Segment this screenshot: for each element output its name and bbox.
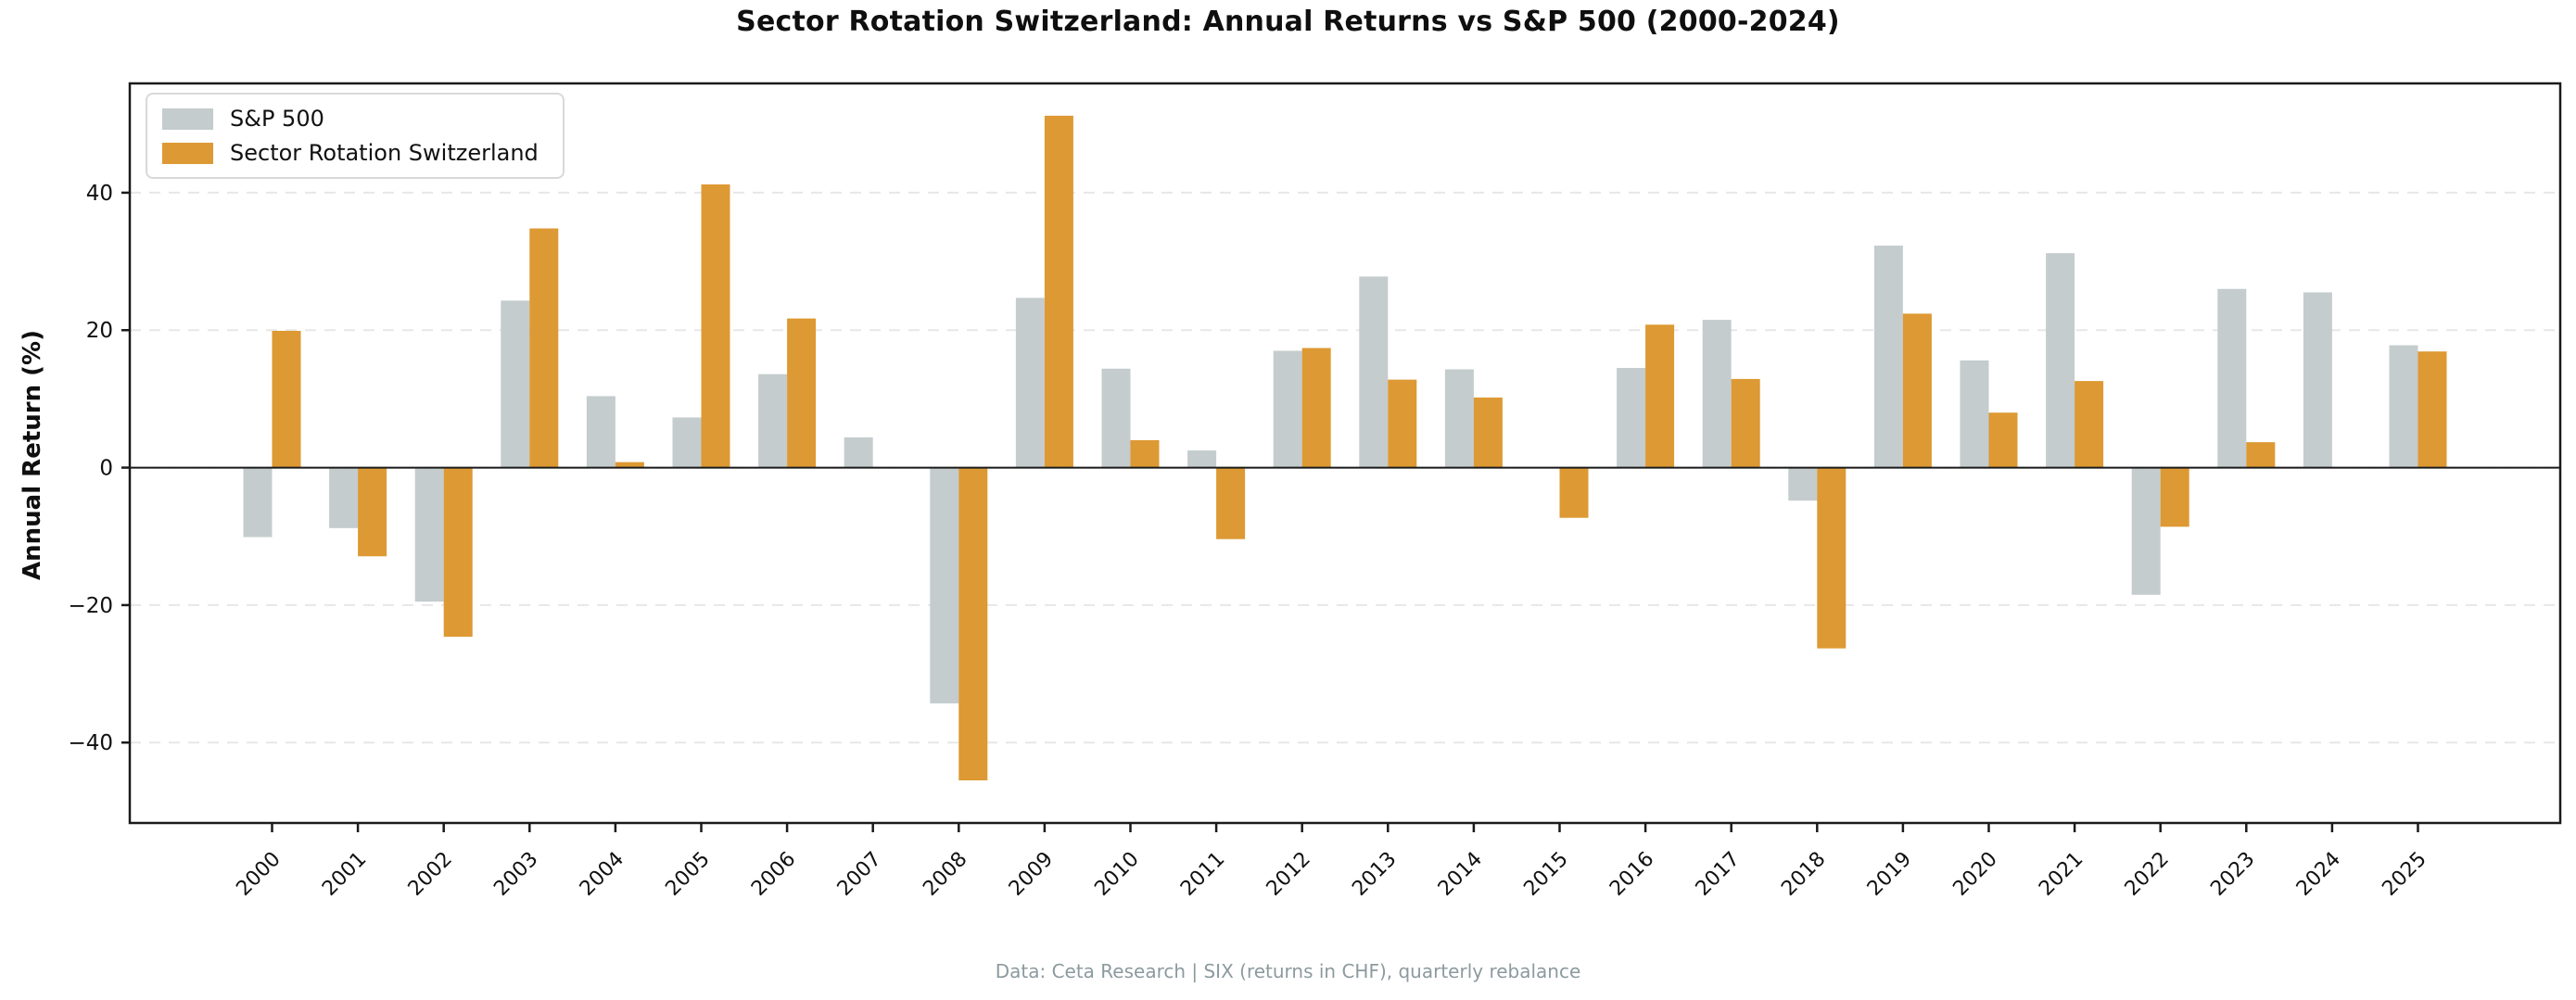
bar-sector-rotation-2020 xyxy=(1988,412,2018,468)
bar-sp500-2010 xyxy=(1101,368,1131,468)
legend: S&P 500 Sector Rotation Switzerland xyxy=(146,93,565,179)
bar-sp500-2009 xyxy=(1015,297,1045,468)
y-tick-label: 40 xyxy=(86,182,113,206)
x-tick-label-2004: 2004 xyxy=(576,848,628,901)
x-tick-label-2022: 2022 xyxy=(2121,848,2174,901)
bar-sector-rotation-2002 xyxy=(443,467,473,638)
bar-sector-rotation-2006 xyxy=(787,318,817,468)
x-tick-label-2006: 2006 xyxy=(747,848,800,901)
x-tick-label-2025: 2025 xyxy=(2378,848,2430,901)
bar-sp500-2003 xyxy=(501,300,530,468)
bar-sector-rotation-2001 xyxy=(358,467,387,557)
bar-sp500-2007 xyxy=(844,437,873,468)
legend-item-sector-rotation: Sector Rotation Switzerland xyxy=(162,140,539,166)
bar-sp500-2013 xyxy=(1359,276,1389,468)
bar-sp500-2011 xyxy=(1187,450,1217,468)
x-tick-label-2018: 2018 xyxy=(1777,848,1830,901)
x-tick-label-2015: 2015 xyxy=(1519,848,1572,901)
x-tick-label-2021: 2021 xyxy=(2035,848,2087,901)
y-tick-label: −20 xyxy=(68,594,113,618)
bar-sp500-2020 xyxy=(1960,360,1989,468)
bar-sector-rotation-2025 xyxy=(2417,351,2447,468)
bar-sp500-2024 xyxy=(2303,292,2332,468)
x-tick-label-2002: 2002 xyxy=(404,848,457,901)
x-tick-label-2010: 2010 xyxy=(1090,848,1143,901)
bar-sp500-2012 xyxy=(1273,350,1302,468)
bar-sp500-2014 xyxy=(1444,369,1474,468)
x-tick-label-2020: 2020 xyxy=(1948,848,2001,901)
bar-sp500-2002 xyxy=(414,467,444,602)
bar-sector-rotation-2023 xyxy=(2246,442,2276,468)
chart-title: Sector Rotation Switzerland: Annual Retu… xyxy=(736,6,1840,38)
x-tick-label-2003: 2003 xyxy=(489,848,542,901)
y-tick-label: −40 xyxy=(68,731,113,755)
bar-sp500-2021 xyxy=(2046,253,2075,468)
bar-sp500-2001 xyxy=(329,467,359,528)
bar-sp500-2023 xyxy=(2217,288,2247,468)
bar-sp500-2004 xyxy=(586,396,615,468)
bar-sp500-2019 xyxy=(1873,246,1903,468)
bar-sector-rotation-2004 xyxy=(615,462,644,468)
x-tick-label-2001: 2001 xyxy=(318,848,371,901)
x-tick-label-2023: 2023 xyxy=(2206,848,2259,901)
bar-sp500-2000 xyxy=(243,467,273,538)
x-tick-label-2014: 2014 xyxy=(1434,848,1487,901)
x-tick-label-2017: 2017 xyxy=(1692,848,1745,901)
bar-sector-rotation-2005 xyxy=(701,184,730,468)
bar-sector-rotation-2015 xyxy=(1559,467,1589,518)
plot-border xyxy=(128,82,2562,825)
bar-sector-rotation-2018 xyxy=(1817,467,1846,649)
x-tick-label-2011: 2011 xyxy=(1176,848,1229,901)
bar-sector-rotation-2008 xyxy=(958,467,988,781)
bar-sp500-2018 xyxy=(1788,467,1818,501)
x-tick-label-2005: 2005 xyxy=(661,848,714,901)
x-tick-label-2024: 2024 xyxy=(2292,848,2345,901)
x-tick-label-2016: 2016 xyxy=(1605,848,1658,901)
x-tick-label-2000: 2000 xyxy=(232,848,285,901)
bar-sp500-2016 xyxy=(1617,368,1646,468)
y-tick-label: 20 xyxy=(86,319,113,343)
x-tick-label-2008: 2008 xyxy=(919,848,971,901)
sector-rotation-swatch-icon xyxy=(162,142,213,164)
x-tick-label-2019: 2019 xyxy=(1863,848,1916,901)
x-tick-label-2012: 2012 xyxy=(1263,848,1315,901)
bar-sp500-2008 xyxy=(930,467,959,703)
legend-label-sector-rotation: Sector Rotation Switzerland xyxy=(230,140,539,166)
footnote: Data: Ceta Research | SIX (returns in CH… xyxy=(995,960,1581,982)
bar-sector-rotation-2003 xyxy=(529,228,559,468)
sp500-swatch-icon xyxy=(162,108,213,130)
bar-sp500-2025 xyxy=(2389,345,2418,468)
bar-sector-rotation-2019 xyxy=(1902,313,1932,468)
bar-sp500-2017 xyxy=(1702,320,1732,468)
y-tick-label: 0 xyxy=(99,457,113,481)
bar-sector-rotation-2009 xyxy=(1044,115,1073,468)
x-tick-label-2013: 2013 xyxy=(1348,848,1401,901)
bar-sp500-2005 xyxy=(672,417,702,468)
bar-sector-rotation-2012 xyxy=(1301,348,1331,468)
bar-sector-rotation-2013 xyxy=(1388,379,1417,468)
bar-sp500-2006 xyxy=(758,373,788,468)
legend-item-sp500: S&P 500 xyxy=(162,106,539,132)
bar-sector-rotation-2011 xyxy=(1216,467,1246,539)
bar-sector-rotation-2017 xyxy=(1731,378,1760,468)
bar-sp500-2022 xyxy=(2131,467,2161,595)
bar-sector-rotation-2010 xyxy=(1130,439,1160,468)
bar-sector-rotation-2000 xyxy=(272,330,301,468)
x-tick-label-2007: 2007 xyxy=(833,848,886,901)
bar-sector-rotation-2021 xyxy=(2075,381,2104,468)
x-tick-label-2009: 2009 xyxy=(1005,848,1058,901)
bar-sector-rotation-2014 xyxy=(1473,397,1503,468)
legend-label-sp500: S&P 500 xyxy=(230,106,324,132)
bar-sector-rotation-2022 xyxy=(2160,467,2189,527)
bar-sector-rotation-2016 xyxy=(1645,324,1675,468)
